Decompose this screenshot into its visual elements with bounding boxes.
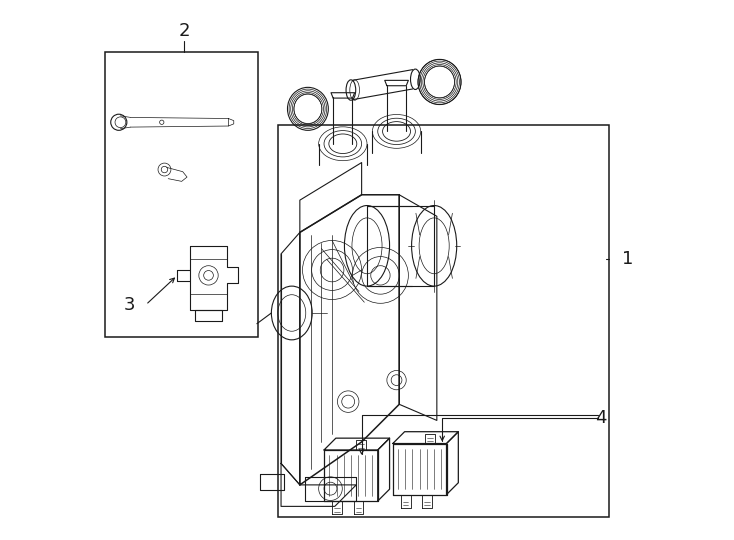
Text: 1: 1 [622,250,633,268]
Text: 3: 3 [124,296,135,314]
Text: 4: 4 [595,409,606,427]
Bar [105,52,258,337]
Text: 2: 2 [178,22,190,40]
Bar [278,125,608,517]
Bar [367,206,434,286]
